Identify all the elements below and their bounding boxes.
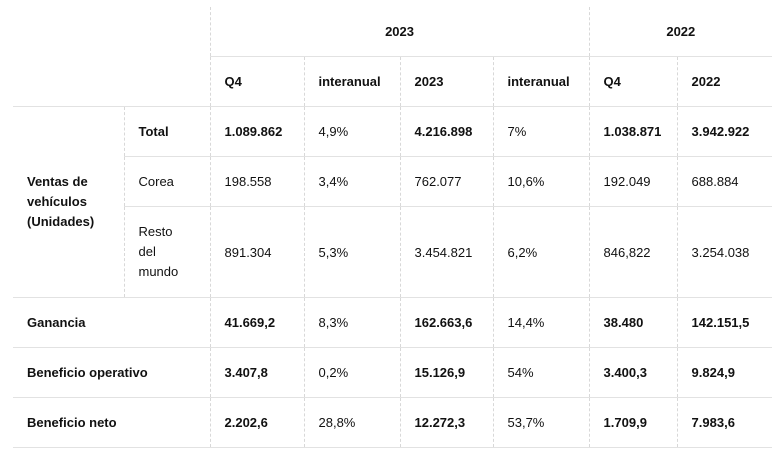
cell: 0,2% <box>303 347 400 398</box>
cell: 162.663,6 <box>399 297 493 348</box>
cell: 192.049 <box>588 156 678 207</box>
col-header-interanual-year: interanual <box>492 56 590 107</box>
cell: 762.077 <box>399 156 493 207</box>
row-label-ganancia: Ganancia <box>13 297 210 348</box>
row-label-ventas: Ventas de vehículos (Unidades) <box>13 106 124 298</box>
cell: 2.202,6 <box>209 397 304 448</box>
row-label-line: vehículos <box>27 194 87 209</box>
cell: 1.038.871 <box>588 106 678 157</box>
cell: 7.983,6 <box>676 397 773 448</box>
table-row: Ganancia 41.669,2 8,3% 162.663,6 14,4% 3… <box>13 297 773 348</box>
year-header-row: 2023 2022 <box>13 7 773 57</box>
cell: 3.454.821 <box>399 206 493 298</box>
row-label-line: Ventas de <box>27 174 88 189</box>
cell: 1.709,9 <box>588 397 678 448</box>
cell: 8,3% <box>303 297 400 348</box>
cell: 3.407,8 <box>209 347 304 398</box>
cell: 53,7% <box>492 397 590 448</box>
row-label-line: (Unidades) <box>27 214 95 229</box>
cell: 198.558 <box>209 156 304 207</box>
cell: 891.304 <box>209 206 304 298</box>
cell: 12.272,3 <box>399 397 493 448</box>
table-row: Ventas de vehículos (Unidades) Total 1.0… <box>13 106 773 298</box>
cell: 6,2% <box>492 206 590 298</box>
col-header-2022: 2022 <box>676 56 773 107</box>
cell: 15.126,9 <box>399 347 493 398</box>
cell: 41.669,2 <box>209 297 304 348</box>
year-header-2022: 2022 <box>588 7 773 57</box>
corner-cell <box>13 7 210 57</box>
col-header-interanual-q4: interanual <box>303 56 400 107</box>
sub-label-line: Resto <box>138 224 173 239</box>
cell: 1.089.862 <box>209 106 304 157</box>
row-label-beneficio-neto: Beneficio neto <box>13 397 210 448</box>
cell: 3,4% <box>303 156 400 207</box>
col-header-q4-2022: Q4 <box>588 56 678 107</box>
financial-table: 2023 2022 Q4 interanual 2023 interanual … <box>13 7 773 448</box>
sub-label-resto-del-mundo: Resto del mundo <box>123 206 210 298</box>
sub-label-total: Total <box>123 106 210 157</box>
cell: 142.151,5 <box>676 297 773 348</box>
cell: 846,822 <box>588 206 678 298</box>
cell: 688.884 <box>676 156 773 207</box>
cell: 3.254.038 <box>676 206 773 298</box>
cell: 54% <box>492 347 590 398</box>
table-row: Beneficio neto 2.202,6 28,8% 12.272,3 53… <box>13 397 773 448</box>
column-header-row: Q4 interanual 2023 interanual Q4 2022 <box>13 56 773 107</box>
cell: 3.400,3 <box>588 347 678 398</box>
table-row: Resto del mundo 891.304 5,3% 3.454.821 6… <box>13 206 773 298</box>
cell: 5,3% <box>303 206 400 298</box>
sub-label-line: mundo <box>138 264 179 279</box>
col-header-q4-2023: Q4 <box>209 56 304 107</box>
cell: 38.480 <box>588 297 678 348</box>
cell: 4.216.898 <box>399 106 493 157</box>
cell: 14,4% <box>492 297 590 348</box>
cell: 28,8% <box>303 397 400 448</box>
cell: 4,9% <box>303 106 400 157</box>
year-header-2023: 2023 <box>209 7 590 57</box>
cell: 10,6% <box>492 156 590 207</box>
table-row: Beneficio operativo 3.407,8 0,2% 15.126,… <box>13 347 773 398</box>
cell: 7% <box>492 106 590 157</box>
col-header-2023: 2023 <box>399 56 493 107</box>
row-label-beneficio-operativo: Beneficio operativo <box>13 347 210 398</box>
table-row: Corea 198.558 3,4% 762.077 10,6% 192.049… <box>13 156 773 207</box>
cell: 9.824,9 <box>676 347 773 398</box>
cell: 3.942.922 <box>676 106 773 157</box>
sub-label-line: del <box>138 244 156 259</box>
corner-cell <box>13 56 210 107</box>
sub-label-corea: Corea <box>123 156 210 207</box>
